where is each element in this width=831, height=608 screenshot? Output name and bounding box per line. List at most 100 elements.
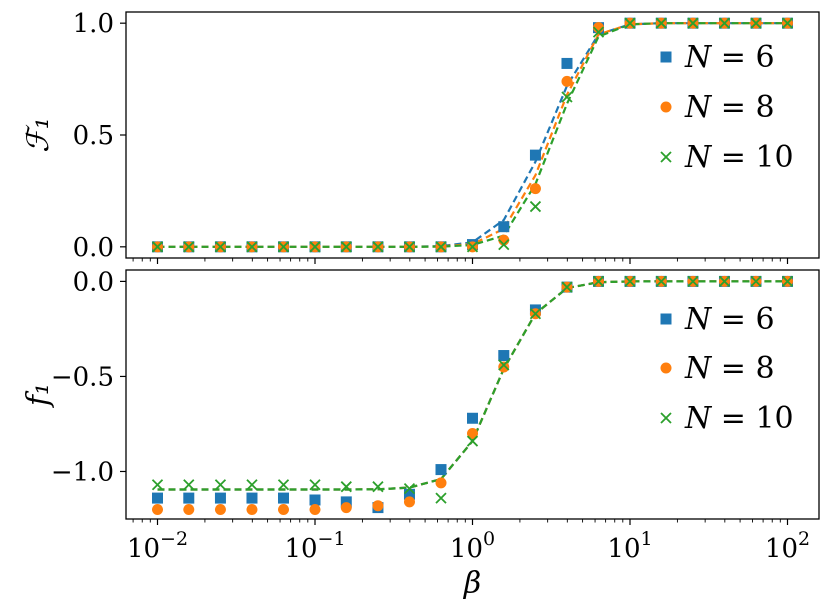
marker-x — [372, 481, 384, 493]
marker-x — [529, 308, 542, 320]
marker-circle — [183, 503, 195, 515]
marker-square — [183, 492, 195, 504]
x-tick-label: 100 — [450, 528, 495, 564]
marker-x — [718, 17, 731, 29]
marker-x — [403, 241, 416, 253]
marker-x — [498, 359, 510, 371]
marker-x — [592, 275, 605, 288]
marker-square — [660, 313, 672, 325]
marker-x — [687, 17, 699, 29]
marker-square — [340, 496, 352, 508]
marker-x — [183, 241, 195, 253]
marker-circle — [498, 361, 510, 373]
marker-square — [152, 492, 163, 504]
marker-x — [718, 275, 731, 288]
x-tick-label: 10−1 — [284, 528, 345, 564]
x-tick-label: 102 — [765, 528, 810, 564]
marker-square — [529, 149, 541, 161]
legend-label: N = 8 — [684, 351, 775, 386]
marker-x — [624, 275, 636, 288]
y-tick-label: 0.5 — [73, 121, 114, 151]
x-axis-label: β — [463, 566, 481, 601]
marker-x — [246, 479, 258, 491]
marker-circle — [529, 183, 541, 195]
marker-x — [277, 241, 290, 253]
marker-x — [340, 481, 352, 493]
legend-label: N = 10 — [684, 401, 794, 436]
x-tick-label: 101 — [607, 528, 652, 564]
marker-square — [214, 492, 226, 504]
y-tick-label: 0.0 — [73, 267, 114, 297]
marker-x — [660, 151, 672, 163]
marker-x — [750, 275, 762, 288]
top-panel: 0.0 0.5 1.0 ℱ₁ N = 6 N = 8 N = 10 — [21, 9, 820, 264]
marker-x — [151, 479, 164, 491]
marker-x — [655, 17, 667, 29]
marker-x — [561, 91, 573, 103]
marker-circle — [340, 502, 352, 514]
legend-label: N = 10 — [684, 140, 794, 175]
y-tick-label: 1.0 — [73, 9, 114, 39]
marker-x — [246, 241, 258, 253]
marker-circle — [561, 75, 573, 87]
marker-circle — [660, 362, 672, 374]
bottom-panel: 0.0 −0.5 −1.0 10−2 10−1 100 101 102 f₁ β N = 6 N = … — [21, 267, 820, 601]
marker-square — [309, 494, 321, 506]
marker-x — [624, 17, 636, 29]
legend-label: N = 6 — [684, 40, 775, 75]
marker-circle — [435, 477, 447, 489]
marker-circle — [278, 503, 290, 515]
marker-x — [309, 241, 321, 253]
marker-x — [277, 479, 290, 491]
marker-x — [403, 482, 416, 495]
marker-square — [467, 412, 478, 424]
marker-x — [466, 241, 479, 253]
marker-x — [435, 492, 447, 504]
marker-x — [214, 479, 227, 491]
marker-square — [660, 51, 672, 63]
x-tick-label: 10−2 — [127, 528, 188, 564]
series-fit-line — [157, 22, 788, 248]
legend-label: N = 8 — [684, 90, 775, 125]
marker-x — [687, 275, 699, 288]
marker-circle — [372, 500, 384, 512]
marker-x — [529, 200, 542, 213]
marker-square — [561, 57, 573, 69]
marker-x — [435, 241, 447, 253]
marker-square — [498, 350, 510, 362]
marker-square — [498, 221, 510, 233]
marker-circle — [246, 503, 258, 515]
marker-square — [403, 488, 415, 500]
marker-x — [781, 17, 794, 29]
marker-square — [278, 492, 290, 504]
marker-x — [498, 238, 510, 251]
marker-x — [340, 241, 352, 253]
marker-x — [781, 275, 794, 288]
marker-circle — [152, 503, 163, 515]
y-axis-label: ℱ₁ — [21, 117, 56, 153]
marker-circle — [660, 101, 672, 113]
marker-x — [151, 241, 164, 253]
y-tick-label: 0.0 — [73, 233, 114, 263]
marker-x — [561, 281, 573, 293]
marker-circle — [309, 503, 321, 515]
marker-x — [183, 479, 195, 491]
y-axis-label: f₁ — [21, 383, 56, 408]
marker-x — [466, 435, 479, 447]
marker-x — [309, 479, 321, 491]
y-tick-label: −0.5 — [51, 362, 114, 392]
marker-x — [660, 412, 672, 424]
marker-x — [750, 17, 762, 29]
marker-circle — [467, 427, 478, 439]
marker-x — [214, 241, 227, 253]
marker-x — [372, 241, 384, 253]
legend-label: N = 6 — [684, 302, 775, 337]
marker-circle — [214, 503, 226, 515]
marker-x — [592, 26, 605, 38]
marker-circle — [403, 496, 415, 508]
marker-x — [655, 275, 667, 288]
marker-square — [435, 464, 447, 476]
y-tick-label: −1.0 — [51, 457, 114, 487]
marker-square — [246, 492, 258, 504]
